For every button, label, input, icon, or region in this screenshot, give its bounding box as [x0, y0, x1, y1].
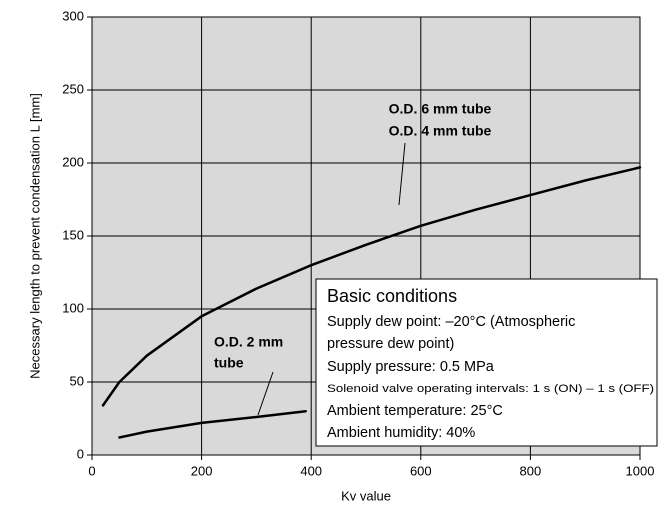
x-tick-label: 400	[300, 463, 322, 478]
box-line: Ambient humidity: 40%	[327, 425, 475, 441]
x-tick-label: 600	[410, 463, 432, 478]
y-tick-label: 250	[62, 81, 84, 96]
x-axis-label: Kv value	[341, 488, 391, 503]
annotation: O.D. 2 mm	[214, 334, 283, 350]
series-line	[101, 166, 642, 407]
y-tick-label: 100	[62, 300, 84, 315]
y-axis-label: Necessary length to prevent condensation…	[27, 93, 42, 379]
leader-line	[257, 371, 274, 416]
conditions-box: Basic conditions Supply dew point: –20°C…	[315, 278, 658, 447]
y-tick-label: 150	[62, 227, 84, 242]
x-tick-label: 1000	[626, 463, 655, 478]
y-tick-label: 0	[77, 446, 84, 461]
x-tick-label: 200	[191, 463, 213, 478]
series-line	[118, 409, 307, 439]
leader-line	[398, 142, 406, 206]
grid	[87, 16, 641, 460]
box-line: Supply dew point: –20°C (Atmospheric	[327, 314, 575, 330]
box	[315, 278, 658, 447]
y-tick-label: 200	[62, 154, 84, 169]
y-tick-label: 300	[62, 8, 84, 23]
box-line: Solenoid valve operating intervals: 1 s …	[327, 383, 654, 395]
box-line: Supply pressure: 0.5 MPa	[327, 359, 495, 375]
lines	[101, 166, 642, 439]
box-title: Basic conditions	[327, 286, 457, 306]
x-tick-label: 800	[520, 463, 542, 478]
y-tick-label: 50	[70, 373, 84, 388]
x-tick-label: 0	[88, 463, 95, 478]
box-line: Ambient temperature: 25°C	[327, 403, 503, 419]
annotation: O.D. 6 mm tube	[389, 101, 492, 117]
box-line: pressure dew point)	[327, 336, 454, 352]
annotation: O.D. 4 mm tube	[389, 123, 492, 139]
annotation: tube	[214, 355, 244, 371]
